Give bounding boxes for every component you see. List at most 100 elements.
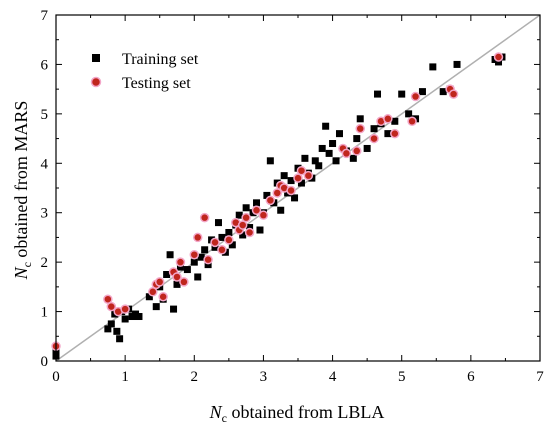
training-point (266, 157, 274, 165)
training-point (318, 144, 326, 152)
x-tick-label: 4 (329, 369, 337, 385)
testing-point (175, 257, 186, 267)
training-point (277, 206, 285, 214)
training-point (246, 224, 254, 232)
training-point (253, 199, 261, 207)
y-tick-label: 6 (41, 57, 49, 73)
testing-point (237, 220, 248, 230)
testing-point (272, 188, 283, 198)
training-point (256, 226, 264, 234)
training-point (363, 144, 371, 152)
training-point (197, 253, 205, 261)
testing-point (258, 210, 269, 220)
y-tick-label: 5 (41, 107, 49, 123)
training-point (145, 293, 153, 301)
reference-line (55, 14, 541, 362)
testing-point (189, 249, 200, 260)
testing-point (172, 272, 182, 282)
legend-training-marker (92, 54, 100, 62)
plot-frame (55, 14, 541, 362)
x-tick-label: 1 (121, 369, 129, 385)
testing-point (203, 254, 213, 265)
training-point (135, 313, 143, 321)
training-point (325, 149, 333, 157)
testing-point (217, 245, 227, 255)
testing-point (407, 116, 417, 127)
x-tick-label: 6 (467, 369, 475, 385)
y-tick-label: 2 (41, 255, 49, 271)
x-axis-title-subscript: c (222, 411, 227, 425)
x-axis-title: Nc obtained from LBLA (209, 402, 385, 425)
testing-point (179, 277, 189, 287)
training-point (116, 335, 124, 343)
training-point (297, 179, 305, 187)
training-point (121, 315, 129, 323)
y-axis-title: Nc obtained from MARS (11, 101, 34, 281)
testing-point (106, 301, 117, 312)
x-tick-label: 5 (398, 369, 406, 385)
training-point (104, 325, 112, 333)
training-point (322, 122, 330, 130)
training-point (239, 231, 247, 239)
training-point (113, 327, 121, 335)
testing-point (341, 148, 352, 159)
training-point (301, 154, 309, 162)
y-tick-label: 4 (41, 156, 49, 172)
testing-point (120, 304, 130, 314)
y-tick-labels: 0 1 2 3 4 5 6 7 (41, 8, 49, 370)
testing-point (103, 294, 113, 304)
training-point (439, 88, 447, 96)
training-point (374, 90, 382, 98)
training-point (218, 233, 226, 241)
training-point (170, 305, 178, 313)
legend-testing-label: Testing set (122, 75, 191, 92)
training-point (398, 90, 406, 98)
training-point (204, 261, 212, 269)
testing-point (199, 212, 210, 223)
training-point (280, 172, 288, 180)
testing-point (244, 227, 255, 238)
training-point (211, 243, 219, 251)
training-point (235, 211, 243, 219)
testing-point (154, 277, 165, 287)
training-point (332, 157, 340, 165)
training-point (370, 125, 378, 133)
training-point (228, 241, 236, 249)
training-point (214, 219, 222, 227)
training-point (353, 135, 361, 143)
testing-point (210, 237, 220, 248)
x-axis-title-symbol: N (209, 402, 223, 422)
testing-point (303, 170, 314, 181)
training-point (405, 110, 413, 118)
y-axis-title-rest: obtained from MARS (11, 101, 31, 263)
training-point (242, 204, 250, 212)
training-point (495, 58, 503, 66)
training-point (173, 280, 181, 288)
testing-points (51, 52, 504, 351)
testing-point (448, 89, 459, 99)
training-point (391, 117, 399, 125)
x-tick-label: 2 (191, 369, 199, 385)
training-point (291, 194, 299, 202)
training-point (194, 273, 202, 281)
legend-training-label: Training set (122, 51, 199, 68)
testing-point (286, 185, 296, 196)
y-tick-label: 7 (41, 8, 49, 24)
testing-point (369, 133, 379, 144)
training-point (329, 140, 337, 148)
x-tick-label: 3 (260, 369, 268, 385)
testing-point (383, 114, 393, 124)
training-point (356, 115, 364, 123)
testing-point (241, 212, 251, 223)
training-point (315, 162, 323, 170)
y-tick-label: 1 (41, 305, 49, 321)
training-point (176, 263, 184, 271)
x-axis-title-rest: obtained from LBLA (227, 402, 384, 422)
testing-point (493, 52, 504, 62)
testing-point (265, 195, 276, 206)
legend-testing-marker (90, 76, 102, 88)
legend: Training set Testing set (90, 51, 199, 92)
testing-point (296, 165, 307, 176)
y-tick-label: 0 (41, 354, 49, 370)
